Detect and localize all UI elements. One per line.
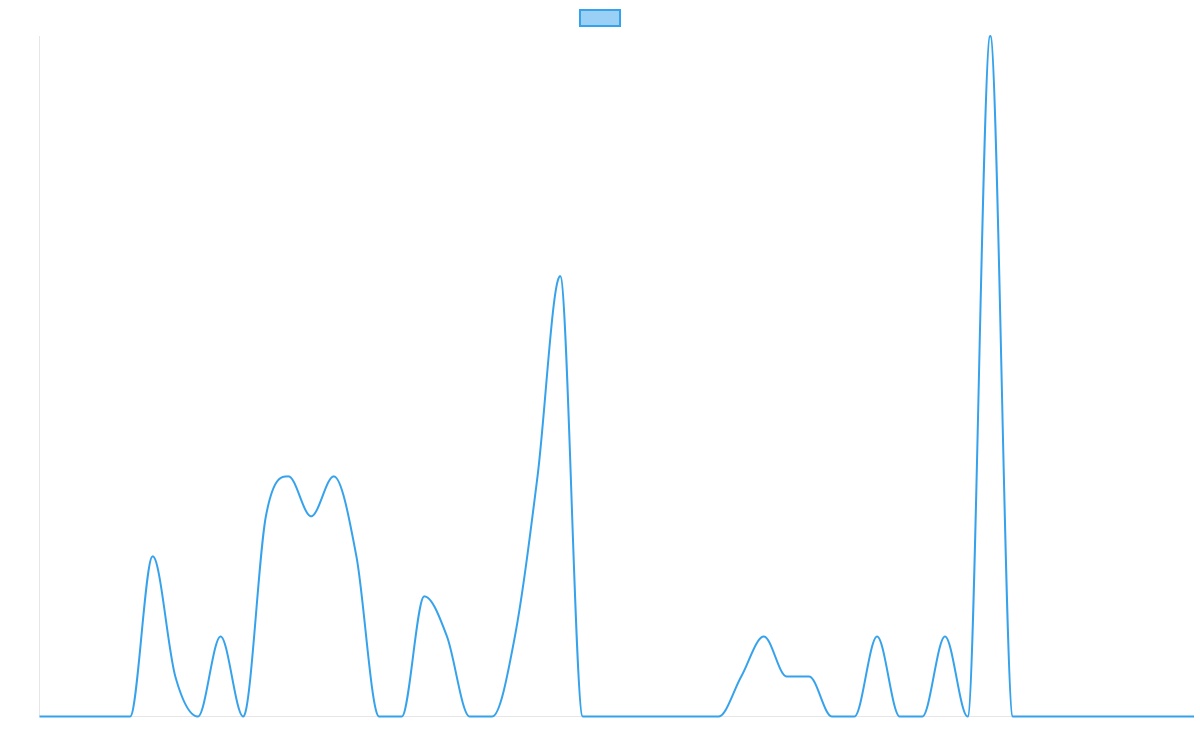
series-line	[39, 35, 1194, 718]
series-layer	[39, 35, 1194, 718]
legend[interactable]	[579, 9, 621, 27]
legend-swatch[interactable]	[579, 9, 621, 27]
axes	[39, 36, 1194, 717]
